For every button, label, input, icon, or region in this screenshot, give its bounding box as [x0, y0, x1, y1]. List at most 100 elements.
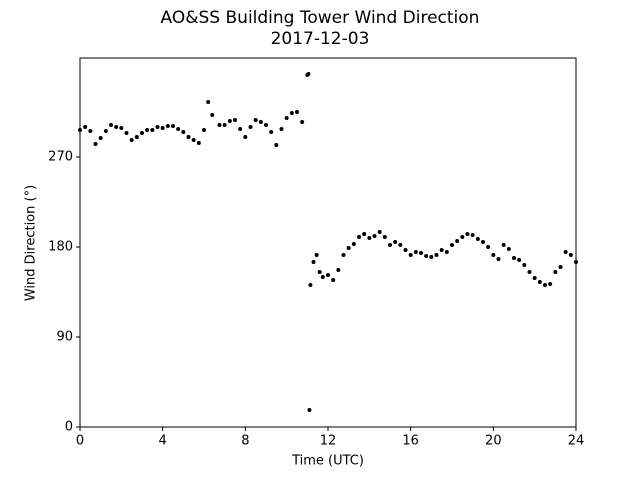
point: [134, 135, 139, 139]
point: [408, 253, 413, 257]
point: [124, 131, 129, 135]
point: [543, 283, 547, 287]
point: [98, 136, 103, 140]
point: [202, 128, 206, 132]
point: [439, 248, 444, 252]
point: [413, 250, 418, 254]
x-tick-label: 16: [402, 434, 419, 449]
point: [274, 143, 279, 147]
point: [331, 278, 336, 282]
plot-frame: [79, 57, 577, 428]
x-axis-label: Time (UTC): [291, 454, 364, 469]
point: [403, 248, 408, 252]
point: [362, 232, 367, 236]
point: [165, 124, 170, 128]
point: [450, 243, 454, 247]
point: [317, 270, 322, 274]
point: [150, 128, 155, 132]
point: [506, 247, 511, 251]
point: [517, 258, 522, 262]
point: [196, 141, 201, 145]
point: [160, 126, 165, 130]
point: [341, 253, 346, 257]
point: [279, 127, 284, 131]
point: [346, 246, 351, 250]
point: [295, 110, 299, 114]
point: [264, 123, 268, 127]
point: [243, 135, 248, 139]
point: [496, 257, 501, 261]
point: [308, 283, 313, 287]
point: [238, 127, 243, 131]
point: [114, 125, 119, 129]
point: [269, 130, 274, 134]
point: [465, 232, 470, 236]
point: [527, 270, 532, 274]
point: [357, 235, 361, 239]
point: [222, 123, 227, 127]
point: [475, 237, 480, 241]
y-tick-label: 0: [65, 420, 73, 435]
point: [258, 120, 263, 124]
point: [129, 138, 134, 142]
point: [145, 128, 150, 132]
y-tick-label: 180: [48, 240, 73, 255]
point: [320, 275, 325, 279]
point: [568, 253, 573, 257]
point: [109, 123, 113, 127]
point: [486, 245, 491, 249]
point: [491, 253, 496, 257]
point: [419, 251, 423, 255]
point: [284, 116, 289, 120]
point: [372, 234, 377, 238]
point: [311, 260, 316, 264]
point: [481, 240, 485, 244]
x-tick-label: 4: [159, 434, 167, 449]
point: [140, 131, 144, 135]
point: [248, 125, 253, 129]
point: [434, 253, 439, 257]
point: [171, 124, 175, 128]
point: [574, 260, 578, 264]
point: [455, 239, 460, 243]
point: [227, 119, 232, 123]
point: [444, 250, 449, 254]
x-tick-label: 12: [320, 434, 337, 449]
point: [501, 243, 506, 247]
point: [470, 233, 475, 237]
point: [83, 125, 88, 129]
point: [233, 118, 237, 122]
chart-subtitle: 2017-12-03: [271, 29, 370, 49]
y-tick-label: 270: [48, 150, 73, 165]
point: [460, 235, 465, 239]
x-tick-label: 0: [76, 434, 84, 449]
point: [393, 240, 398, 244]
point: [300, 120, 305, 124]
point: [78, 128, 82, 132]
y-axis-label: Wind Direction (°): [24, 185, 39, 301]
point: [424, 254, 429, 258]
point: [537, 280, 542, 284]
point: [367, 236, 372, 240]
point: [307, 408, 312, 412]
point: [553, 270, 558, 274]
point: [103, 129, 108, 133]
point: [558, 265, 563, 269]
point: [314, 253, 319, 257]
point: [186, 135, 191, 139]
point: [512, 256, 516, 260]
point: [382, 235, 387, 239]
point: [289, 111, 294, 115]
chart-title: AO&SS Building Tower Wind Direction: [161, 8, 480, 28]
point: [548, 282, 553, 286]
point: [563, 250, 568, 254]
point: [253, 118, 258, 122]
point: [176, 127, 181, 131]
point: [155, 125, 160, 129]
point: [377, 230, 382, 234]
point: [336, 268, 341, 272]
point: [181, 130, 186, 134]
point: [388, 243, 392, 247]
point: [398, 243, 403, 247]
